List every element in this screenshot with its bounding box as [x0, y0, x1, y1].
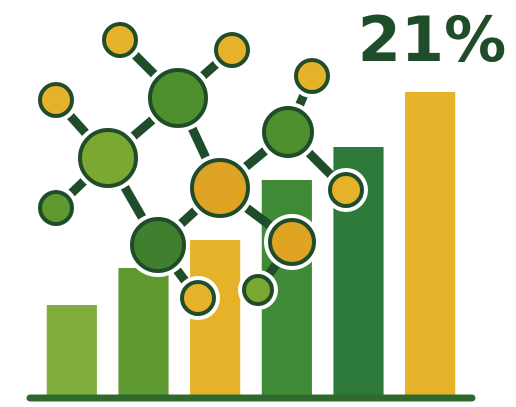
- molecule: [34, 18, 368, 320]
- bar: [46, 305, 97, 398]
- percent-label: 21%: [358, 3, 506, 76]
- bar: [118, 268, 169, 398]
- bar: [405, 92, 456, 398]
